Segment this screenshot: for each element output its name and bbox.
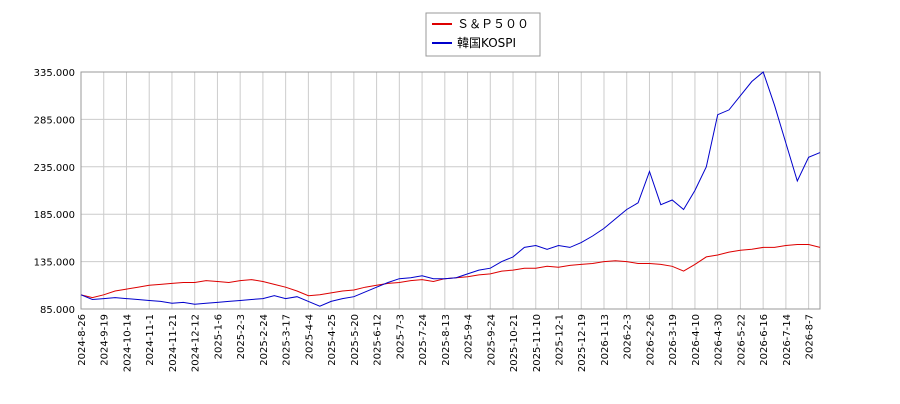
plot-frame (80, 71, 821, 310)
x-tick-label: 2025-7-3 (395, 314, 406, 359)
x-tick-label: 2026-6-16 (759, 314, 770, 366)
x-tick-label: 2024-11-21 (168, 314, 179, 372)
series-line (80, 71, 821, 307)
x-tick-label: 2025-4-4 (304, 314, 315, 359)
y-tick-label: 85.000 (40, 305, 75, 316)
x-tick-label: 2025-12-19 (577, 314, 588, 372)
x-tick-label: 2025-9-4 (464, 314, 475, 359)
x-tick-label: 2026-4-30 (714, 314, 725, 366)
x-tick-label: 2024-11-1 (145, 314, 156, 366)
x-tick-label: 2025-5-20 (350, 314, 361, 366)
x-tick-label: 2025-4-25 (327, 314, 338, 366)
x-tick-label: 2024-12-12 (191, 314, 202, 372)
x-tick-label: 2026-2-3 (623, 314, 634, 359)
y-tick-label: 235.000 (34, 163, 75, 174)
series-line (80, 244, 821, 299)
x-tick-label: 2025-11-10 (532, 314, 543, 372)
x-tick-label: 2026-1-13 (600, 314, 611, 366)
x-tick-label: 2025-9-24 (486, 314, 497, 366)
y-tick-label: 335.000 (34, 68, 75, 79)
x-tick-label: 2025-8-13 (441, 314, 452, 366)
y-tick-label: 135.000 (34, 258, 75, 269)
x-tick-label: 2026-2-26 (645, 314, 656, 366)
legend-label: Ｓ＆Ｐ５００ (457, 17, 529, 31)
y-tick-label: 285.000 (34, 115, 75, 126)
legend-box (425, 12, 541, 57)
x-tick-label: 2024-9-19 (100, 314, 111, 366)
x-tick-label: 2025-7-24 (418, 314, 429, 366)
x-tick-label: 2025-2-24 (259, 314, 270, 366)
y-tick-label: 185.000 (34, 210, 75, 221)
x-tick-label: 2025-10-21 (509, 314, 520, 372)
x-tick-label: 2025-1-6 (213, 314, 224, 359)
x-tick-label: 2026-8-7 (805, 314, 816, 359)
x-tick-label: 2026-3-19 (668, 314, 679, 366)
x-tick-label: 2024-10-14 (122, 314, 133, 372)
x-tick-label: 2024-8-26 (77, 314, 88, 366)
x-tick-label: 2026-4-10 (691, 314, 702, 366)
x-tick-label: 2025-3-17 (282, 314, 293, 366)
x-tick-label: 2025-6-12 (373, 314, 384, 366)
x-tick-label: 2026-7-14 (782, 314, 793, 366)
x-tick-label: 2026-5-22 (736, 314, 747, 366)
x-tick-label: 2025-12-1 (555, 314, 566, 366)
x-tick-label: 2025-2-3 (236, 314, 247, 359)
legend-label: 韓国KOSPI (457, 36, 516, 50)
